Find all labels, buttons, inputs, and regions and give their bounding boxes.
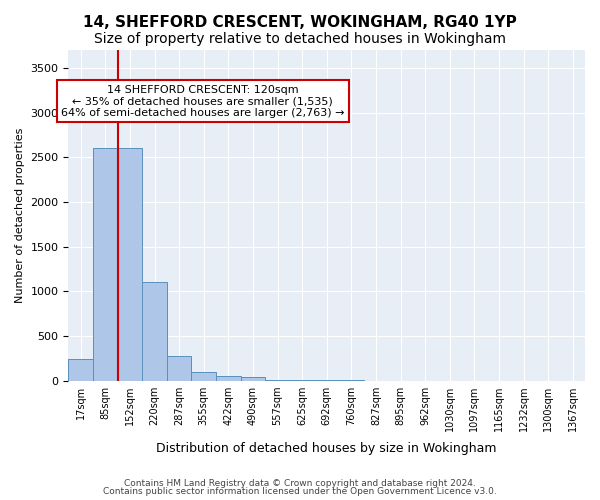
X-axis label: Distribution of detached houses by size in Wokingham: Distribution of detached houses by size … xyxy=(157,442,497,455)
Bar xyxy=(118,148,142,380)
Bar xyxy=(93,148,118,380)
Bar xyxy=(142,282,167,380)
Bar xyxy=(191,372,216,380)
Bar xyxy=(68,359,93,380)
Text: Size of property relative to detached houses in Wokingham: Size of property relative to detached ho… xyxy=(94,32,506,46)
Text: 14, SHEFFORD CRESCENT, WOKINGHAM, RG40 1YP: 14, SHEFFORD CRESCENT, WOKINGHAM, RG40 1… xyxy=(83,15,517,30)
Text: 14 SHEFFORD CRESCENT: 120sqm
← 35% of detached houses are smaller (1,535)
64% of: 14 SHEFFORD CRESCENT: 120sqm ← 35% of de… xyxy=(61,84,344,118)
Bar xyxy=(167,356,191,380)
Text: Contains public sector information licensed under the Open Government Licence v3: Contains public sector information licen… xyxy=(103,487,497,496)
Y-axis label: Number of detached properties: Number of detached properties xyxy=(15,128,25,303)
Bar xyxy=(241,378,265,380)
Text: Contains HM Land Registry data © Crown copyright and database right 2024.: Contains HM Land Registry data © Crown c… xyxy=(124,478,476,488)
Bar xyxy=(216,376,241,380)
